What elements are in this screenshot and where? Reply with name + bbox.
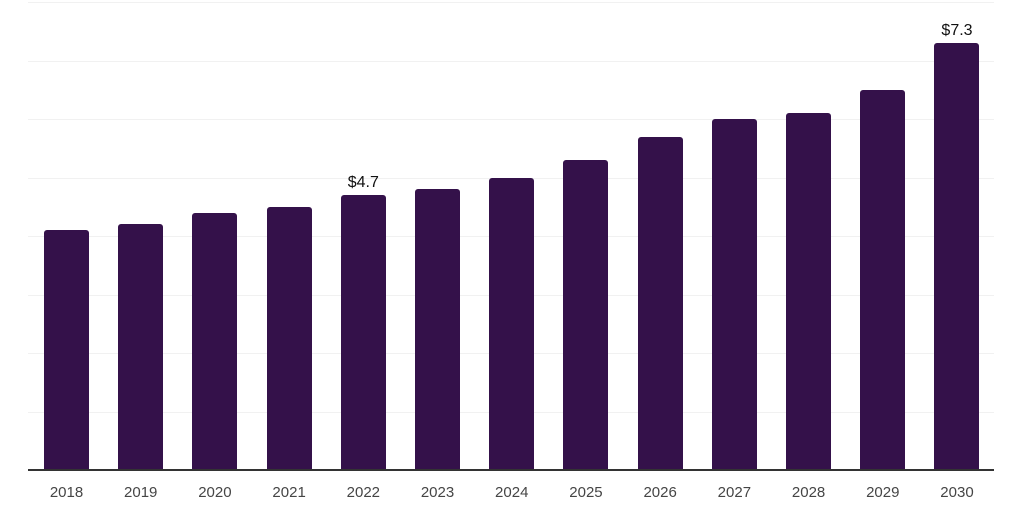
x-tick-label-2022: 2022: [346, 484, 381, 501]
bar-2021: [266, 206, 312, 470]
bar-2027: [711, 119, 757, 470]
x-tick-label-2027: 2027: [717, 484, 752, 501]
x-tick-label-2025: 2025: [569, 484, 603, 501]
gridline: [28, 119, 994, 120]
bar-2023: [415, 189, 461, 470]
bar-2019: [118, 224, 164, 470]
x-tick-label-2028: 2028: [791, 484, 826, 501]
bar-2018: [44, 230, 89, 470]
x-tick-label-2020: 2020: [198, 484, 232, 501]
gridline: [28, 2, 994, 3]
bar-2024: [489, 177, 535, 470]
x-tick-label-2021: 2021: [272, 484, 306, 501]
bar-2026: [637, 136, 683, 470]
bar-2028: [786, 113, 832, 470]
x-tick-label-2024: 2024: [495, 484, 529, 501]
x-tick-label-2019: 2019: [124, 484, 158, 501]
x-tick-label-2029: 2029: [866, 484, 900, 501]
gridline: [28, 60, 994, 62]
bar-value-label-2022: $4.7: [347, 174, 379, 192]
x-tick-label-2018: 2018: [49, 484, 84, 501]
x-tick-label-2023: 2023: [420, 484, 455, 501]
bar-2025: [563, 159, 609, 470]
x-axis-line: [28, 469, 994, 471]
x-tick-label-2026: 2026: [643, 484, 677, 501]
bar-2029: [860, 89, 906, 470]
bar-2020: [192, 212, 238, 470]
bar-value-label-2030: $7.3: [941, 21, 973, 39]
bar-2022: [340, 195, 386, 470]
bar-2030: [934, 42, 980, 470]
x-tick-label-2030: 2030: [940, 484, 974, 501]
